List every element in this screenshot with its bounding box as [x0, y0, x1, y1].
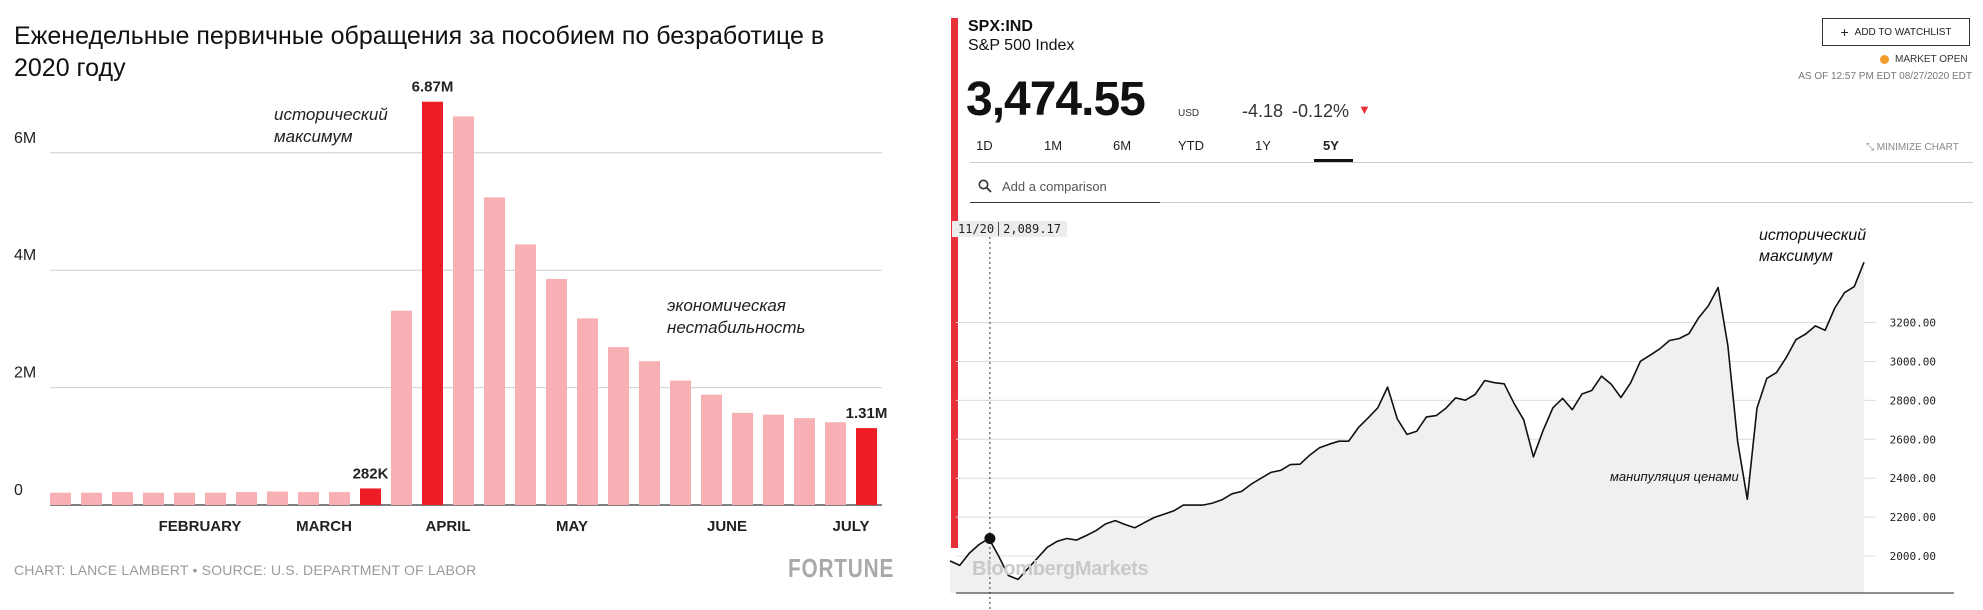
y-tick-label: 3000.00 [1890, 355, 1936, 368]
bar [391, 310, 412, 505]
price-change: -4.18 [1242, 101, 1284, 121]
x-tick-label: MAY [556, 518, 588, 535]
chart-title: Еженедельные первичные обращения за посо… [14, 22, 825, 82]
bar [112, 492, 133, 505]
tab-1y[interactable]: 1Y [1255, 138, 1271, 153]
y-tick-label: 3200.00 [1890, 317, 1936, 330]
y-tick-label: 6M [14, 130, 36, 147]
y-tick-label: 2800.00 [1890, 394, 1936, 407]
market-status-label: MARKET OPEN [1895, 54, 1968, 65]
add-to-watchlist-button[interactable]: + ADD TO WATCHLIST [1822, 18, 1970, 46]
bar [825, 422, 846, 505]
divider [970, 162, 1973, 163]
divider [1160, 202, 1973, 203]
bar [81, 492, 102, 505]
crosshair-marker [984, 533, 996, 545]
line-chart[interactable]: 2000.00 2200.00 2400.00 2600.00 2800.00 3000.… [946, 0, 1983, 610]
bar [546, 279, 567, 505]
tab-ytd[interactable]: YTD [1178, 138, 1204, 153]
x-tick-label: APRIL [426, 518, 471, 535]
y-tick-label: 2M [14, 365, 36, 382]
y-tick-label: 0 [14, 482, 23, 499]
data-label: 1.31M [846, 405, 888, 422]
active-tab-indicator [1314, 159, 1353, 162]
bar [50, 492, 71, 505]
y-tick-label: 2000.00 [1890, 550, 1936, 563]
bar [484, 197, 505, 506]
comparison-search[interactable]: Add a comparison [970, 170, 1160, 203]
crosshair-readout: 11/20 2,089.17 [952, 221, 1067, 237]
annotation: максимум [1759, 248, 1833, 265]
bar [515, 244, 536, 505]
series-line [949, 261, 1865, 581]
y-tick-label: 2400.00 [1890, 472, 1936, 485]
bar [856, 428, 877, 505]
chart-source: CHART: LANCE LAMBERT • SOURCE: U.S. DEPA… [14, 562, 477, 578]
accent-bar [951, 18, 958, 548]
plus-icon: + [1840, 24, 1849, 40]
bar [422, 101, 443, 505]
bar [763, 414, 784, 505]
annotation: исторический [1759, 227, 1866, 244]
ticker-symbol: SPX:IND [968, 18, 1033, 35]
annotation: манипуляция ценами [1610, 469, 1739, 484]
price-value: 3,474.55 [966, 73, 1146, 126]
y-tick-label: 4M [14, 247, 36, 264]
status-dot-icon [1880, 55, 1889, 64]
bar [608, 347, 629, 505]
minimize-icon: ⤡ [1866, 142, 1874, 153]
annotation: максимум [274, 127, 353, 146]
bar [670, 380, 691, 505]
bar [298, 492, 319, 505]
bar [701, 394, 722, 505]
tab-5y[interactable]: 5Y [1323, 138, 1339, 153]
annotation: исторический [274, 105, 388, 124]
data-label: 6.87M [412, 79, 454, 96]
bloomberg-markets-logo: BloombergMarkets [972, 558, 1149, 580]
currency-label: USD [1178, 108, 1200, 119]
y-tick-label: 2600.00 [1890, 433, 1936, 446]
y-tick-label: 2200.00 [1890, 511, 1936, 524]
x-tick-label: MARCH [296, 518, 352, 535]
down-arrow-icon: ▼ [1358, 102, 1371, 117]
crosshair-value: 2,089.17 [1003, 222, 1061, 236]
x-tick-label: JUNE [707, 518, 747, 535]
market-status: MARKET OPEN [1880, 54, 1968, 65]
bar [236, 492, 257, 505]
bar [329, 492, 350, 505]
bar [453, 116, 474, 505]
search-icon [978, 179, 992, 193]
bar [174, 492, 195, 505]
fortune-logo: FORTUNE [788, 553, 895, 583]
as-of-timestamp: AS OF 12:57 PM EDT 08/27/2020 EDT [1798, 71, 1972, 82]
data-label: 282K [353, 465, 389, 482]
bar-chart: 0 2M 4M 6M 282K 6.87M 1.31M FEBRUARY MARCH APRIL M… [14, 79, 888, 535]
tab-1m[interactable]: 1M [1044, 138, 1063, 153]
left-chart-panel: Еженедельные первичные обращения за посо… [0, 0, 900, 610]
comparison-placeholder: Add a comparison [1002, 178, 1107, 194]
bar [205, 492, 226, 505]
bloomberg-quote-panel: SPX:IND S&P 500 Index 3,474.55 USD -4.18… [946, 0, 1983, 610]
x-tick-label: FEBRUARY [159, 518, 242, 535]
x-tick-label: JULY [833, 518, 870, 535]
tab-1d[interactable]: 1D [976, 138, 993, 153]
price-change-percent: -0.12% [1292, 101, 1350, 121]
area-fill [950, 262, 1864, 593]
crosshair-date: 11/20 [958, 222, 995, 236]
annotation: нестабильность [667, 318, 806, 337]
bar [143, 492, 164, 505]
index-name: S&P 500 Index [968, 37, 1075, 54]
watchlist-label: ADD TO WATCHLIST [1854, 26, 1952, 38]
minimize-chart-button[interactable]: ⤡ MINIMIZE CHART [1866, 142, 1959, 153]
annotation: экономическая [667, 296, 786, 315]
bar [577, 318, 598, 505]
bar [267, 491, 288, 505]
bar [732, 412, 753, 505]
bar [639, 361, 660, 505]
bar [794, 418, 815, 505]
minimize-label: MINIMIZE CHART [1876, 142, 1959, 153]
bar [360, 488, 381, 505]
tab-6m[interactable]: 6M [1113, 138, 1132, 153]
